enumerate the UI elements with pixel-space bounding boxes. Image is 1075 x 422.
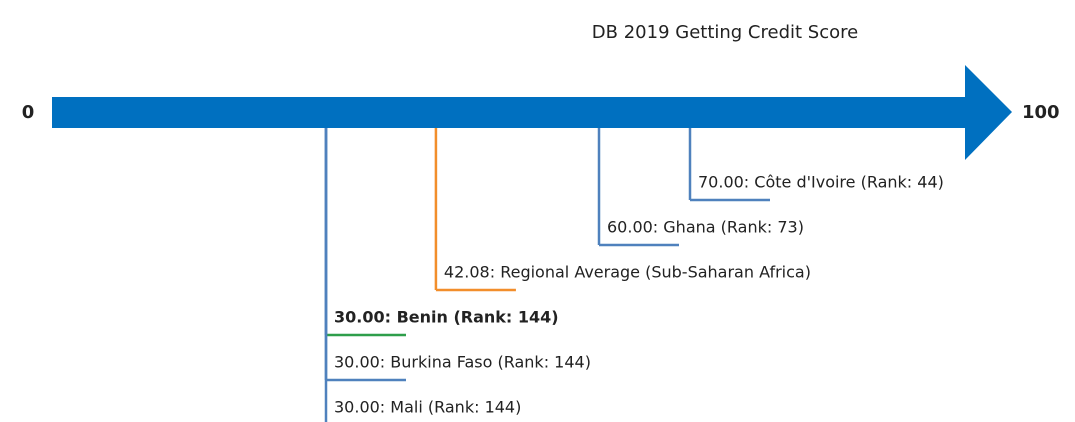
x-tick-label: 100 — [1022, 102, 1060, 123]
value-label: 30.00: Burkina Faso (Rank: 144) — [334, 353, 591, 372]
axis-arrow — [52, 65, 1012, 160]
value-label: 30.00: Benin (Rank: 144) — [334, 308, 559, 327]
value-label: 42.08: Regional Average (Sub-Saharan Afr… — [444, 263, 811, 282]
value-label: 70.00: Côte d'Ivoire (Rank: 44) — [698, 173, 944, 192]
x-tick-label: 0 — [22, 102, 35, 123]
value-label: 60.00: Ghana (Rank: 73) — [607, 218, 804, 237]
chart-title: DB 2019 Getting Credit Score — [592, 22, 858, 43]
value-label: 30.00: Mali (Rank: 144) — [334, 398, 521, 417]
